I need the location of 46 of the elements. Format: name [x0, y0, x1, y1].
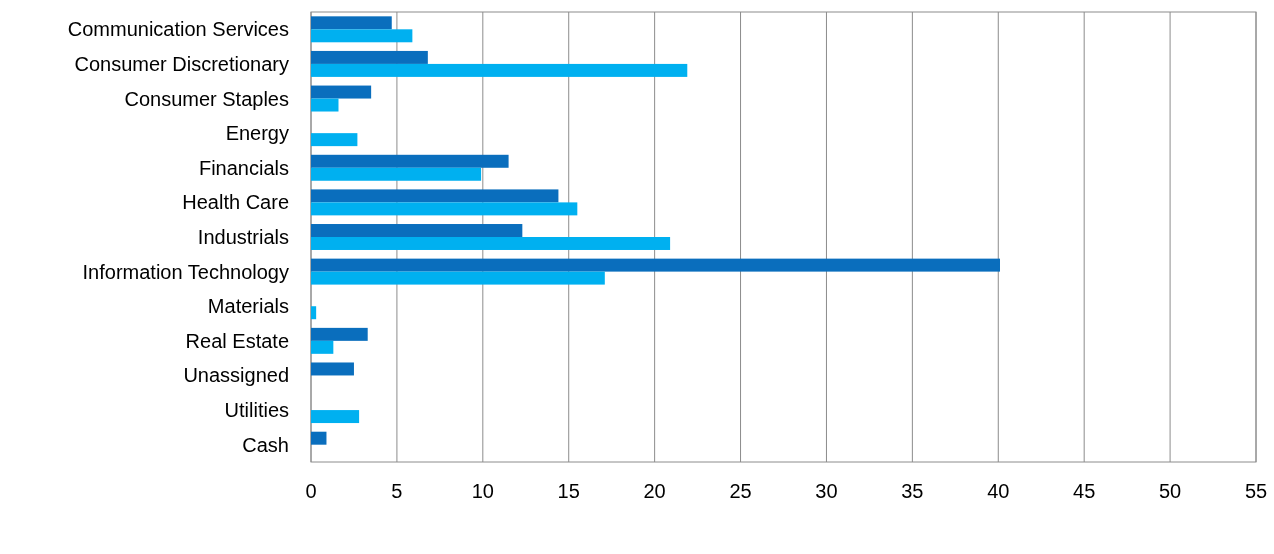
- bar: [311, 340, 334, 354]
- bar: [311, 237, 671, 250]
- x-tick-label: 45: [1073, 480, 1096, 502]
- bar: [311, 327, 368, 341]
- bar: [311, 85, 372, 99]
- x-tick-label: 35: [901, 480, 924, 502]
- y-tick-label: Information Technology: [82, 260, 289, 283]
- y-tick-label: Health Care: [182, 191, 289, 214]
- y-tick-label: Energy: [225, 122, 289, 145]
- x-tick-label: 50: [1158, 480, 1182, 502]
- bar: [311, 410, 360, 424]
- bar: [311, 362, 354, 376]
- bar: [311, 98, 339, 112]
- bar: [311, 202, 578, 216]
- y-tick-label: Industrials: [197, 226, 289, 248]
- y-tick-label: Real Estate: [185, 329, 289, 352]
- bar: [311, 167, 482, 181]
- x-tick-label: 5: [391, 480, 403, 502]
- bar: [311, 306, 317, 320]
- y-tick-label: Unassigned: [183, 364, 289, 387]
- y-tick-label: Consumer Staples: [124, 87, 289, 110]
- bar: [311, 431, 327, 445]
- bar: [311, 133, 358, 147]
- x-tick-label: 15: [557, 480, 580, 502]
- bar: [311, 63, 688, 77]
- x-tick-label: 25: [729, 480, 752, 502]
- bar: [311, 154, 509, 168]
- x-tick-label: 30: [815, 480, 838, 502]
- y-tick-label: Communication Services: [67, 18, 289, 41]
- y-tick-label: Utilities: [224, 399, 289, 422]
- y-tick-label: Consumer Discretionary: [74, 52, 289, 75]
- y-tick-label: Materials: [207, 295, 289, 318]
- bar: [311, 271, 605, 285]
- x-tick-label: 10: [471, 480, 494, 502]
- bar: [311, 258, 1000, 272]
- bar: [311, 50, 428, 64]
- bar: [311, 29, 413, 43]
- bar: [311, 189, 559, 203]
- x-tick-label: 0: [305, 480, 317, 502]
- bar: [311, 16, 392, 30]
- bar: [311, 224, 523, 237]
- y-tick-label: Cash: [242, 433, 289, 456]
- x-tick-label: 40: [987, 480, 1010, 502]
- x-tick-label: 55: [1244, 480, 1268, 502]
- y-tick-label: Financials: [198, 156, 289, 179]
- x-tick-label: 20: [643, 480, 666, 502]
